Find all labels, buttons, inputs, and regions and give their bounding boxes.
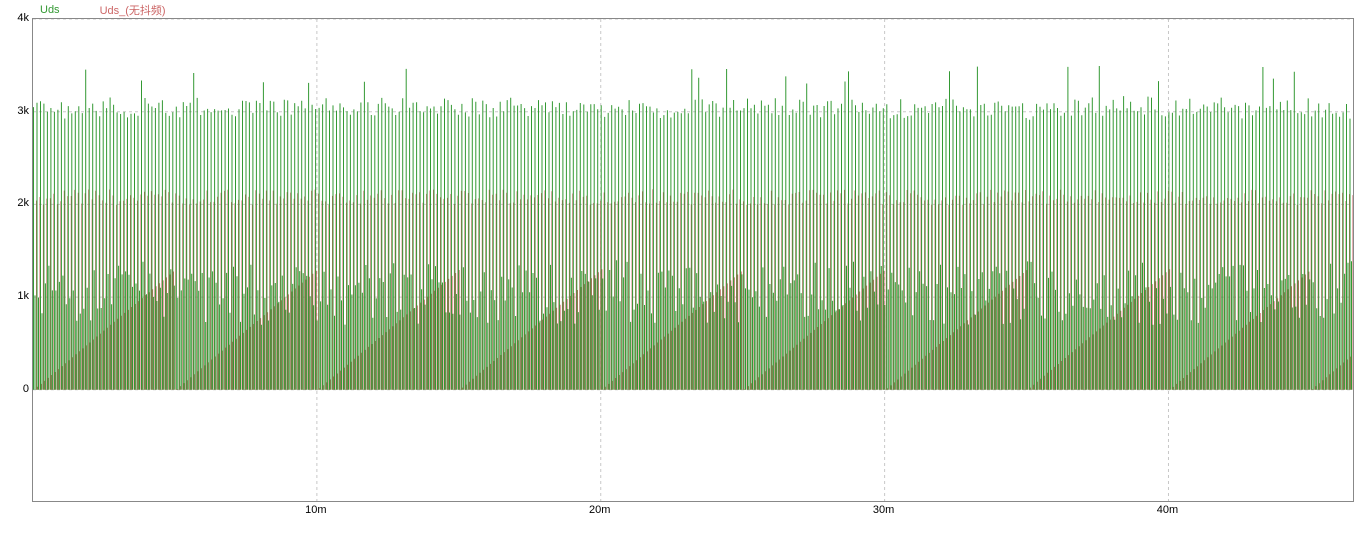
- y-tick-label: 0: [23, 383, 29, 395]
- y-tick-label: 1k: [17, 290, 29, 302]
- y-tick-label: 4k: [17, 12, 29, 24]
- legend: Uds Uds_(无抖频): [40, 2, 166, 18]
- plot-area[interactable]: [32, 18, 1354, 502]
- legend-label-uds-nodither: Uds_(无抖频): [100, 2, 166, 18]
- y-tick-label: 3k: [17, 105, 29, 117]
- x-tick-label: 10m: [305, 504, 326, 516]
- x-tick-label: 40m: [1157, 504, 1178, 516]
- legend-label-uds: Uds: [40, 4, 60, 16]
- legend-item-uds[interactable]: Uds: [40, 2, 60, 18]
- chart-container: Uds Uds_(无抖频) 0 1k 2k 3k 4k 10m 20m 30m …: [0, 0, 1369, 534]
- x-tick-label: 20m: [589, 504, 610, 516]
- plot-svg: [33, 19, 1353, 501]
- y-tick-label: 2k: [17, 197, 29, 209]
- x-tick-label: 30m: [873, 504, 894, 516]
- legend-item-uds-nodither[interactable]: Uds_(无抖频): [100, 2, 166, 18]
